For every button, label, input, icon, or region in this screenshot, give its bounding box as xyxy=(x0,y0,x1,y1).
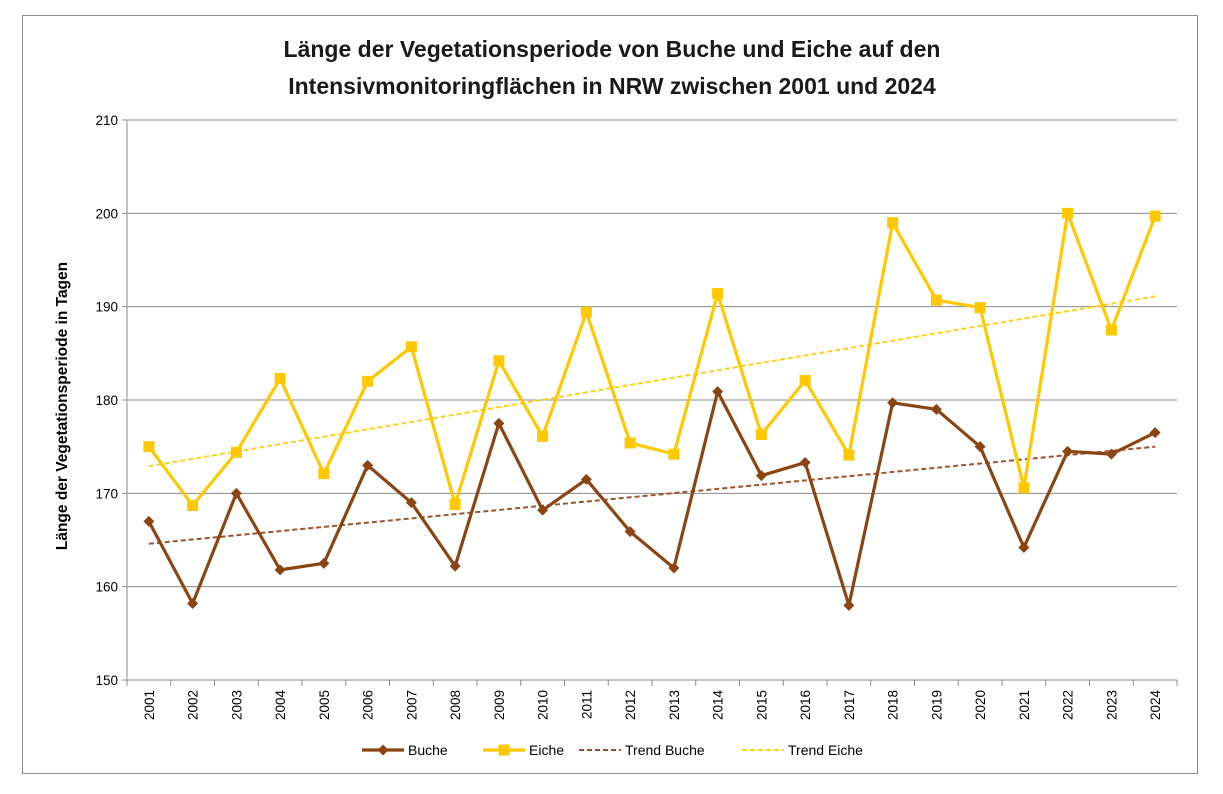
trendline-buche xyxy=(148,445,1156,545)
y-tick-label: 160 xyxy=(95,580,118,595)
data-point-eiche xyxy=(712,288,724,300)
data-point-buche xyxy=(1149,427,1161,439)
data-point-eiche xyxy=(537,430,549,442)
x-tick-label: 2010 xyxy=(536,690,551,720)
data-point-eiche xyxy=(799,374,811,386)
data-point-eiche xyxy=(449,499,461,511)
data-point-buche xyxy=(930,403,942,415)
y-tick-label: 200 xyxy=(95,206,118,221)
data-point-eiche xyxy=(405,341,417,353)
x-tick-label: 2024 xyxy=(1148,690,1163,721)
data-point-buche xyxy=(537,504,549,516)
legend: Buche Eiche Trend Buche Trend Eiche xyxy=(362,742,863,758)
data-point-eiche xyxy=(143,441,155,453)
y-axis-label: Länge der Vegetationsperiode in Tagen xyxy=(54,262,71,550)
legend-label-trend-buche: Trend Buche xyxy=(625,742,705,758)
legend-label-eiche: Eiche xyxy=(529,742,564,758)
x-tick-label: 2020 xyxy=(973,690,988,720)
grid-layer xyxy=(127,119,1177,588)
data-point-eiche xyxy=(755,429,767,441)
data-point-buche xyxy=(230,487,242,499)
x-tick-label: 2004 xyxy=(273,690,288,721)
chart-title-line-2: Intensivmonitoringflächen in NRW zwische… xyxy=(288,73,936,99)
x-tick-label: 2019 xyxy=(929,690,944,720)
y-tick-label: 180 xyxy=(95,393,118,408)
data-point-buche xyxy=(449,560,461,572)
data-point-eiche xyxy=(843,449,855,461)
data-point-buche xyxy=(143,515,155,527)
data-point-eiche xyxy=(187,499,199,511)
legend-marker-buche xyxy=(377,744,389,756)
data-point-eiche xyxy=(1062,207,1074,219)
data-point-eiche xyxy=(580,306,592,318)
x-tick-label: 2013 xyxy=(667,690,682,720)
data-point-buche xyxy=(1018,541,1030,553)
data-point-buche xyxy=(1105,448,1117,460)
data-point-buche xyxy=(624,526,636,538)
legend-label-trend-eiche: Trend Eiche xyxy=(788,742,863,758)
data-point-eiche xyxy=(930,294,942,306)
data-point-buche xyxy=(580,473,592,485)
x-tick-label: 2022 xyxy=(1061,690,1076,720)
axis-layer: 150 160 170 180 190 200 210 2001 2002 2003 2004 200… xyxy=(95,113,1178,721)
data-point-buche xyxy=(843,599,855,611)
y-tick-label: 210 xyxy=(95,113,118,128)
x-tick-label: 2016 xyxy=(798,690,813,720)
data-point-buche xyxy=(318,557,330,569)
legend-marker-eiche xyxy=(498,744,510,756)
x-tick-label: 2006 xyxy=(361,690,376,720)
chart-frame: Länge der Vegetationsperiode von Buche u… xyxy=(22,15,1198,774)
data-point-buche xyxy=(1062,445,1074,457)
data-point-buche xyxy=(755,470,767,482)
x-tick-label: 2015 xyxy=(754,690,769,720)
x-tick-label: 2014 xyxy=(711,690,726,721)
data-point-buche xyxy=(974,441,986,453)
data-point-buche xyxy=(493,417,505,429)
data-point-eiche xyxy=(624,437,636,449)
data-point-buche xyxy=(668,562,680,574)
x-tick-label: 2009 xyxy=(492,690,507,720)
x-tick-label: 2008 xyxy=(448,690,463,720)
y-tick-label: 190 xyxy=(95,300,118,315)
chart-title-line-1: Länge der Vegetationsperiode von Buche u… xyxy=(284,36,941,62)
x-tick-label: 2007 xyxy=(404,690,419,720)
x-tick-label: 2023 xyxy=(1104,690,1119,720)
legend-label-buche: Buche xyxy=(408,742,448,758)
x-tick-label: 2021 xyxy=(1017,690,1032,720)
x-tick-label: 2017 xyxy=(842,690,857,720)
x-tick-label: 2011 xyxy=(579,690,594,719)
x-tick-label: 2003 xyxy=(229,690,244,720)
chart-svg: Länge der Vegetationsperiode von Buche u… xyxy=(54,36,1178,758)
x-tick-label: 2002 xyxy=(186,690,201,720)
series-line-buche xyxy=(147,390,1156,607)
data-point-eiche xyxy=(974,302,986,314)
data-point-eiche xyxy=(318,468,330,480)
data-point-eiche xyxy=(274,373,286,385)
data-point-eiche xyxy=(230,446,242,458)
y-tick-label: 150 xyxy=(95,673,118,688)
data-point-eiche xyxy=(1105,324,1117,336)
series-layer xyxy=(143,207,1161,611)
data-point-eiche xyxy=(1149,210,1161,222)
data-point-buche xyxy=(362,459,374,471)
data-point-buche xyxy=(712,386,724,398)
trendline-eiche xyxy=(148,295,1156,468)
data-point-eiche xyxy=(887,217,899,229)
series-line-eiche xyxy=(147,211,1157,508)
data-point-buche xyxy=(187,597,199,609)
y-tick-label: 170 xyxy=(95,486,118,501)
x-tick-label: 2018 xyxy=(886,690,901,720)
x-tick-label: 2012 xyxy=(623,690,638,720)
data-point-eiche xyxy=(668,448,680,460)
data-point-buche xyxy=(405,497,417,509)
data-point-eiche xyxy=(493,355,505,367)
data-point-buche xyxy=(887,397,899,409)
x-tick-label: 2005 xyxy=(317,690,332,720)
data-point-buche xyxy=(274,564,286,576)
data-point-eiche xyxy=(1018,482,1030,494)
data-point-buche xyxy=(799,457,811,469)
data-point-eiche xyxy=(362,375,374,387)
x-tick-label: 2001 xyxy=(142,690,157,720)
